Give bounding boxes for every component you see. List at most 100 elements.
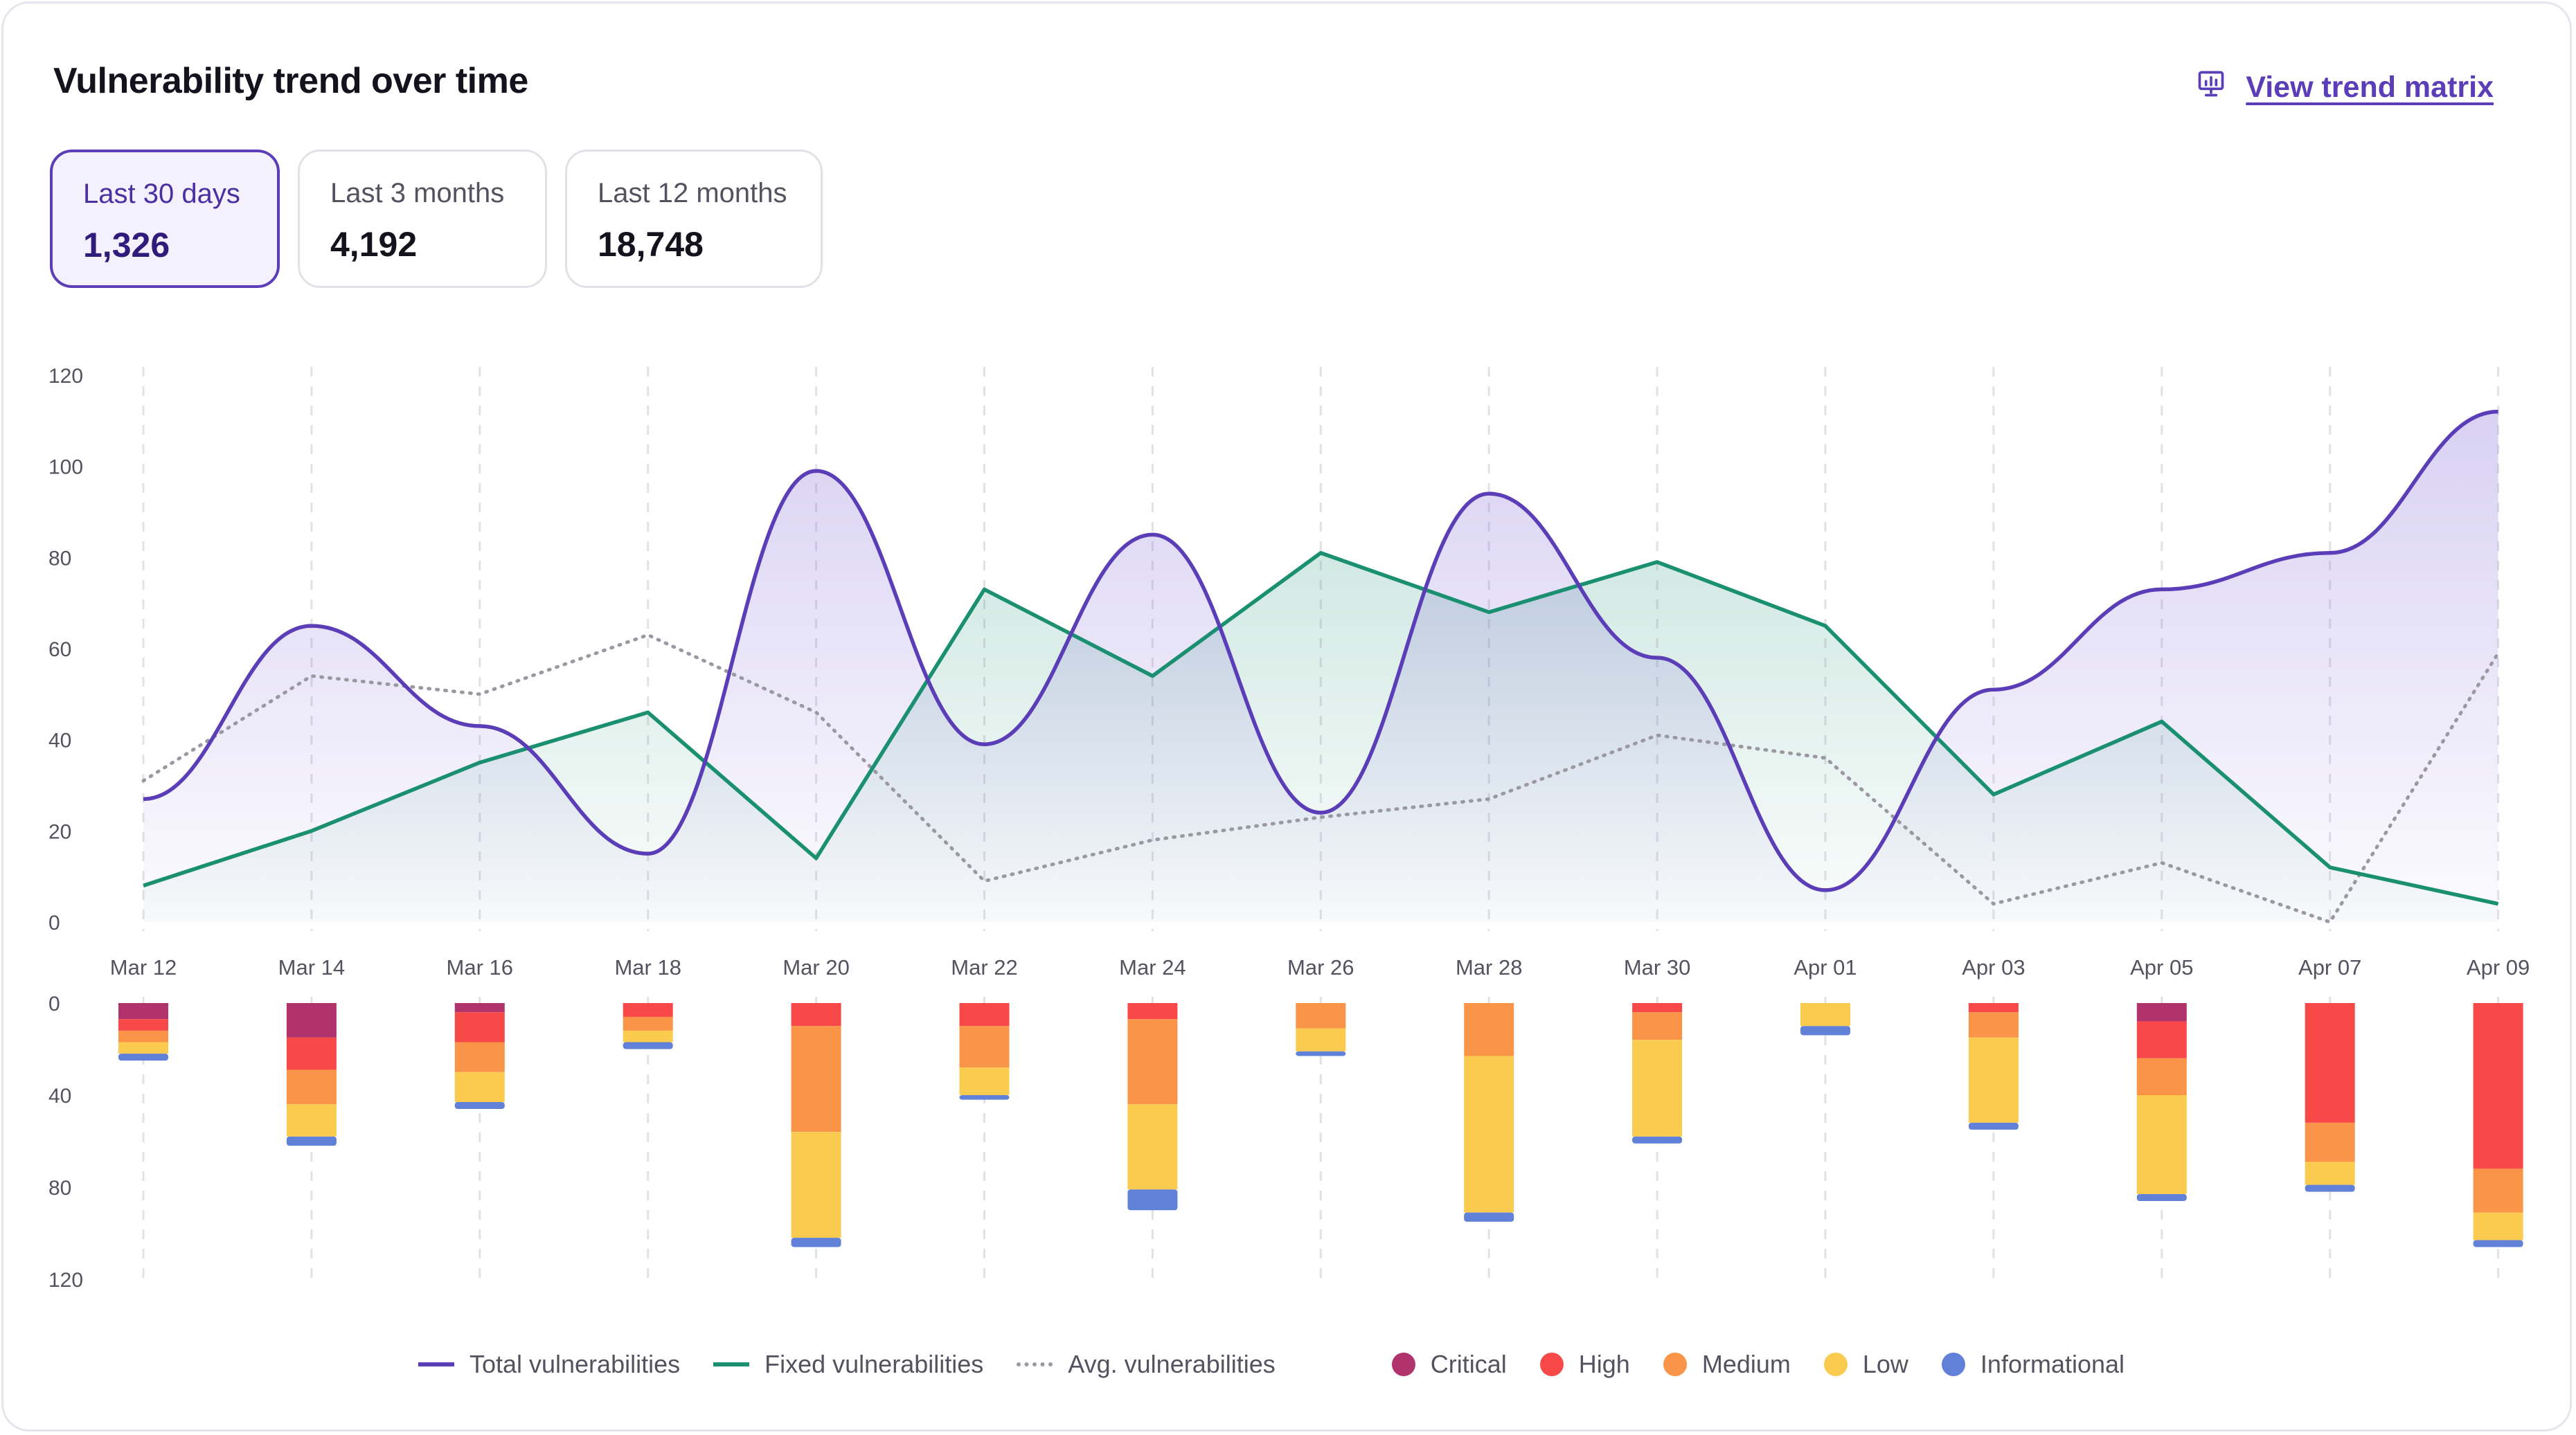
legend-critical-label: Critical xyxy=(1430,1350,1507,1378)
legend-total-swatch xyxy=(418,1362,454,1366)
x-tick-label: Apr 01 xyxy=(1794,955,1857,980)
bar-segment-low xyxy=(1296,1028,1346,1052)
bar-y-tick-label: 120 xyxy=(48,1269,83,1292)
bar-segment-informational xyxy=(1632,1136,1683,1144)
period-value: 18,748 xyxy=(598,225,704,264)
y-tick-label: 80 xyxy=(48,547,71,570)
bar-segment-medium xyxy=(2305,1122,2355,1162)
total-series-line xyxy=(143,409,2498,892)
bar-segment-high xyxy=(286,1037,337,1070)
bar-segment-high xyxy=(2473,1003,2523,1169)
bar-segment-informational xyxy=(623,1042,673,1049)
period-last-12-months[interactable]: Last 12 months 18,748 xyxy=(565,150,823,288)
bar-segment-critical xyxy=(286,1003,337,1038)
bar-segment-medium xyxy=(454,1042,505,1072)
bar-segment-medium xyxy=(1127,1019,1178,1105)
legend-critical: Critical xyxy=(1391,1350,1507,1379)
legend-informational-swatch xyxy=(1941,1353,1965,1376)
legend-total: Total vulnerabilities xyxy=(418,1350,680,1379)
x-tick-label: Mar 24 xyxy=(1119,955,1186,980)
legend-low: Low xyxy=(1823,1350,1908,1379)
x-tick-label: Apr 07 xyxy=(2298,955,2361,980)
y-tick-label: 100 xyxy=(48,456,83,479)
bar-segment-low xyxy=(2473,1212,2523,1240)
legend-informational-label: Informational xyxy=(1980,1350,2125,1378)
bar-segment-informational xyxy=(2473,1240,2523,1247)
bar-segment-low xyxy=(791,1132,841,1238)
view-trend-matrix-link[interactable]: View trend matrix xyxy=(2196,69,2494,107)
legend-avg: Avg. vulnerabilities xyxy=(1017,1350,1276,1379)
bar-segment-low xyxy=(1632,1040,1683,1137)
bar-segment-high xyxy=(1632,1003,1683,1013)
bar-segment-high xyxy=(1127,1003,1178,1020)
x-tick-label: Mar 14 xyxy=(278,955,345,980)
y-tick-label: 60 xyxy=(48,638,71,661)
avg-series-line xyxy=(141,633,2501,925)
bar-segment-informational xyxy=(1800,1026,1850,1036)
bar-segment-high xyxy=(118,1019,168,1031)
bar-segment-low xyxy=(1800,1003,1850,1027)
bar-segment-critical xyxy=(454,1003,505,1013)
bar-segment-low xyxy=(118,1042,168,1054)
bar-segment-informational xyxy=(286,1136,337,1146)
legend-total-label: Total vulnerabilities xyxy=(469,1350,681,1378)
bar-segment-informational xyxy=(959,1095,1010,1100)
legend-informational: Informational xyxy=(1941,1350,2125,1379)
x-tick-label: Mar 28 xyxy=(1456,955,1522,980)
legend-avg-label: Avg. vulnerabilities xyxy=(1068,1350,1276,1378)
period-last-3-months[interactable]: Last 3 months 4,192 xyxy=(298,150,547,288)
bar-segment-medium xyxy=(623,1016,673,1031)
period-last-30-days[interactable]: Last 30 days 1,326 xyxy=(50,150,280,288)
period-value: 4,192 xyxy=(330,225,418,264)
bar-segment-informational xyxy=(1968,1122,2019,1130)
legend-medium-label: Medium xyxy=(1701,1350,1791,1378)
legend-low-swatch xyxy=(1823,1353,1848,1376)
bar-segment-low xyxy=(454,1072,505,1102)
x-tick-label: Mar 18 xyxy=(614,955,681,980)
bar-segment-medium xyxy=(286,1070,337,1105)
bar-segment-medium xyxy=(959,1026,1010,1068)
bar-segment-medium xyxy=(2473,1168,2523,1213)
bar-segment-high xyxy=(623,1003,673,1017)
bar-segment-medium xyxy=(118,1030,168,1043)
period-value: 1,326 xyxy=(83,226,170,264)
x-tick-label: Apr 09 xyxy=(2467,955,2530,980)
bar-segment-low xyxy=(959,1067,1010,1095)
bar-segment-medium xyxy=(2136,1058,2187,1095)
bar-segment-critical xyxy=(2136,1003,2187,1022)
bar-segment-medium xyxy=(791,1026,841,1132)
x-tick-label: Mar 12 xyxy=(110,955,177,980)
y-tick-label: 40 xyxy=(48,730,71,752)
period-selector: Last 30 days 1,326 Last 3 months 4,192 L… xyxy=(50,150,823,288)
card-title: Vulnerability trend over time xyxy=(53,61,528,101)
x-tick-label: Mar 30 xyxy=(1624,955,1690,980)
chart-legend: Total vulnerabilities Fixed vulnerabilit… xyxy=(0,1350,2576,1379)
bar-y-tick-label: 80 xyxy=(48,1177,71,1200)
bar-segment-low xyxy=(1968,1037,2019,1123)
bar-segment-informational xyxy=(454,1101,505,1109)
legend-high-swatch xyxy=(1539,1353,1564,1376)
x-tick-label: Mar 26 xyxy=(1287,955,1354,980)
legend-low-label: Low xyxy=(1862,1350,1908,1378)
bar-segment-low xyxy=(2305,1162,2355,1185)
view-trend-matrix-label[interactable]: View trend matrix xyxy=(2246,71,2494,104)
bar-y-tick-label: 0 xyxy=(48,993,60,1016)
bar-y-tick-label: 40 xyxy=(48,1085,71,1108)
x-tick-label: Mar 16 xyxy=(447,955,513,980)
legend-fixed: Fixed vulnerabilities xyxy=(713,1350,983,1379)
bar-segment-medium xyxy=(1632,1012,1683,1040)
bar-segment-informational xyxy=(1127,1189,1178,1211)
bar-segment-informational xyxy=(1296,1051,1346,1056)
legend-high: High xyxy=(1539,1350,1630,1379)
x-tick-label: Apr 05 xyxy=(2130,955,2193,980)
bar-segment-high xyxy=(1968,1003,2019,1013)
bar-segment-low xyxy=(2136,1095,2187,1194)
y-tick-label: 0 xyxy=(48,912,60,935)
bar-segment-medium xyxy=(1464,1003,1514,1056)
legend-medium: Medium xyxy=(1663,1350,1791,1379)
period-label: Last 3 months xyxy=(330,178,505,208)
x-tick-label: Apr 03 xyxy=(1962,955,2025,980)
bar-segment-high xyxy=(454,1012,505,1043)
x-tick-label: Mar 22 xyxy=(951,955,1017,980)
bar-segment-informational xyxy=(791,1238,841,1247)
